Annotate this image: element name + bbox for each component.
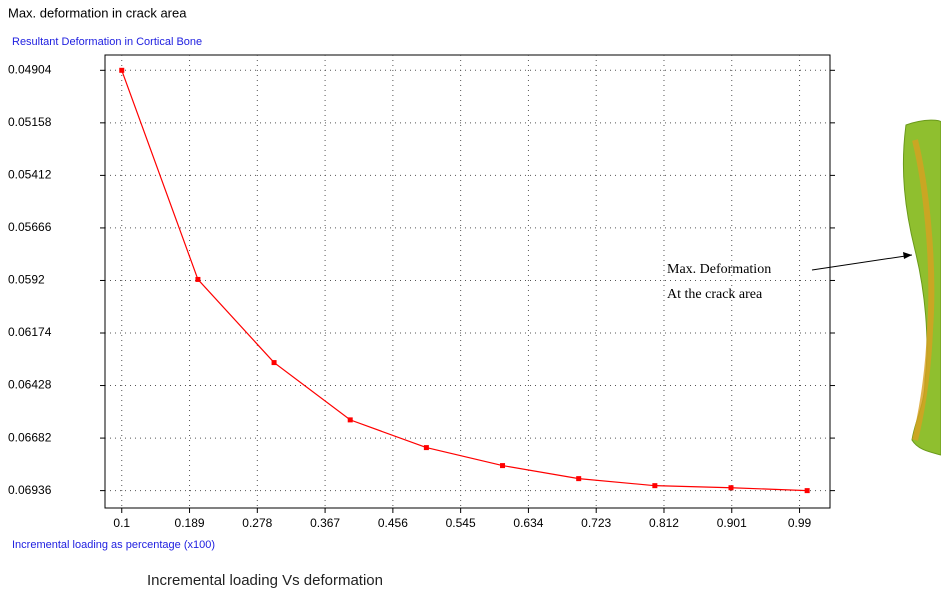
x-tick-label: 0.278 — [242, 516, 272, 530]
data-point — [272, 360, 277, 365]
y-tick-label: 0.05666 — [8, 220, 52, 234]
y-tick-label: 0.05158 — [8, 115, 52, 129]
x-tick-label: 0.1 — [113, 516, 130, 530]
y-tick-label: 0.06936 — [8, 483, 52, 497]
annotation-arrow — [812, 255, 912, 270]
x-tick-label: 0.901 — [717, 516, 747, 530]
x-tick-label: 0.545 — [446, 516, 476, 530]
data-point — [652, 483, 657, 488]
x-axis-label: Incremental loading as percentage (x100) — [12, 539, 215, 551]
x-tick-label: 0.723 — [581, 516, 611, 530]
chart-subtitle: Resultant Deformation in Cortical Bone — [12, 36, 202, 48]
data-point — [805, 488, 810, 493]
annotation-arrowhead — [903, 252, 912, 259]
y-tick-label: 0.04904 — [8, 62, 52, 76]
annotation: Max. Deformation — [667, 262, 771, 277]
data-point — [728, 485, 733, 490]
x-tick-label: 0.99 — [788, 516, 812, 530]
annotation: At the crack area — [667, 287, 763, 302]
caption: Incremental loading Vs deformation — [147, 572, 383, 589]
y-tick-label: 0.06174 — [8, 325, 52, 339]
data-point — [576, 476, 581, 481]
x-tick-label: 0.456 — [378, 516, 408, 530]
bone-image — [903, 120, 941, 455]
x-tick-label: 0.189 — [175, 516, 205, 530]
y-tick-label: 0.06682 — [8, 430, 52, 444]
data-point — [119, 68, 124, 73]
y-tick-label: 0.06428 — [8, 378, 52, 392]
data-point — [348, 417, 353, 422]
x-tick-label: 0.812 — [649, 516, 679, 530]
x-tick-label: 0.367 — [310, 516, 340, 530]
data-point — [500, 463, 505, 468]
x-tick-label: 0.634 — [513, 516, 543, 530]
chart-title: Max. deformation in crack area — [8, 5, 187, 20]
data-point — [195, 277, 200, 282]
y-tick-label: 0.0592 — [8, 273, 45, 287]
data-point — [424, 445, 429, 450]
chart: Max. deformation in crack area Resultant… — [0, 0, 941, 594]
y-tick-label: 0.05412 — [8, 168, 52, 182]
plot-frame — [105, 55, 830, 508]
data-line — [122, 70, 807, 490]
